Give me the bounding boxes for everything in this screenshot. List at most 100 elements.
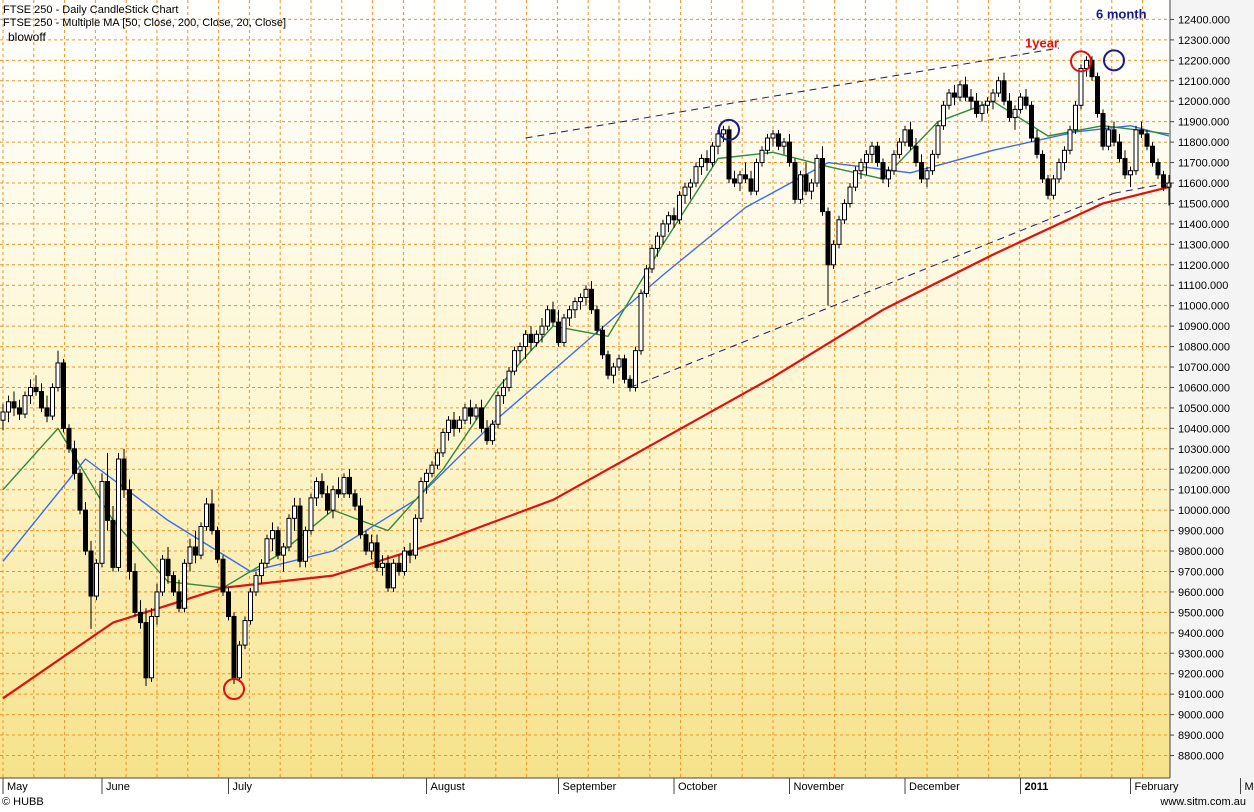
candle-body bbox=[583, 288, 589, 299]
candle bbox=[1100, 109, 1106, 151]
candle-body bbox=[1073, 104, 1078, 131]
candle-body bbox=[495, 395, 501, 425]
candle bbox=[165, 546, 171, 584]
candle bbox=[99, 473, 105, 568]
y-tick-label: 9600.000 bbox=[1178, 587, 1224, 599]
candle-body bbox=[974, 100, 979, 114]
candle-body bbox=[776, 133, 781, 147]
candle-body bbox=[864, 153, 869, 164]
ma-line bbox=[2, 100, 1170, 589]
candle bbox=[132, 563, 138, 617]
candle bbox=[567, 305, 572, 327]
candle bbox=[451, 412, 457, 437]
candle bbox=[281, 542, 286, 572]
candle-body bbox=[286, 517, 292, 548]
candle-body bbox=[578, 297, 583, 303]
candle-body bbox=[501, 386, 506, 397]
candle-body bbox=[6, 401, 11, 413]
candle-body bbox=[1012, 108, 1018, 119]
y-tick-label: 12100.000 bbox=[1178, 76, 1230, 88]
candle bbox=[539, 317, 545, 343]
candle bbox=[215, 526, 220, 564]
candle bbox=[495, 391, 501, 429]
candle-body bbox=[1155, 162, 1161, 176]
candle bbox=[743, 162, 748, 183]
candle bbox=[869, 142, 875, 163]
x-tick-label: September bbox=[563, 781, 617, 793]
candle bbox=[737, 170, 743, 192]
candle-body bbox=[363, 534, 369, 552]
candle bbox=[418, 477, 424, 523]
y-tick-label: 8900.000 bbox=[1178, 730, 1224, 742]
candle-body bbox=[836, 219, 842, 245]
candle bbox=[561, 313, 567, 347]
candle bbox=[88, 540, 94, 629]
candle bbox=[1040, 150, 1045, 183]
candle bbox=[105, 452, 110, 531]
candle-body bbox=[770, 133, 776, 139]
candle-body bbox=[1122, 157, 1128, 176]
candle bbox=[391, 559, 396, 592]
candle-body bbox=[160, 558, 165, 593]
candle-body bbox=[875, 145, 880, 164]
candle bbox=[330, 485, 336, 519]
candle-body bbox=[715, 133, 721, 147]
candle bbox=[413, 514, 418, 560]
candle bbox=[1051, 174, 1056, 200]
candle bbox=[473, 403, 479, 421]
candle-body bbox=[127, 489, 132, 572]
candle bbox=[248, 587, 253, 625]
candle bbox=[897, 138, 902, 159]
candle bbox=[1067, 125, 1073, 155]
candle-body bbox=[297, 505, 303, 562]
candle bbox=[1122, 150, 1128, 179]
candle-body bbox=[644, 268, 649, 294]
moving-averages bbox=[2, 100, 1170, 700]
y-tick-label: 11300.000 bbox=[1178, 239, 1229, 251]
x-tick-label: June bbox=[106, 781, 130, 793]
candle bbox=[94, 559, 99, 601]
annotations: 1year 6 month bbox=[223, 6, 1147, 701]
annotation-circle bbox=[223, 678, 245, 701]
candle-body bbox=[1117, 141, 1122, 159]
candle bbox=[875, 142, 880, 167]
annotation-label: 6 month bbox=[1096, 6, 1147, 21]
candle-body bbox=[165, 558, 171, 577]
candle-body bbox=[132, 570, 138, 613]
candle bbox=[1012, 105, 1018, 130]
candle-body bbox=[660, 223, 666, 237]
candle bbox=[754, 158, 759, 196]
candle bbox=[77, 469, 83, 515]
candle bbox=[715, 129, 721, 155]
candle bbox=[1155, 158, 1161, 179]
candle-body bbox=[248, 591, 253, 622]
candle-body bbox=[193, 546, 198, 556]
y-tick-label: 12200.000 bbox=[1178, 55, 1230, 67]
candle bbox=[512, 346, 517, 376]
candle-body bbox=[1001, 80, 1007, 102]
candle bbox=[578, 293, 583, 310]
candle bbox=[193, 530, 198, 564]
y-tick-label: 12300.000 bbox=[1178, 35, 1230, 47]
candle-body bbox=[418, 481, 424, 519]
candle bbox=[644, 264, 649, 298]
candle-body bbox=[215, 530, 220, 560]
candle bbox=[61, 358, 66, 433]
candle bbox=[297, 497, 303, 568]
candle-body bbox=[83, 509, 88, 552]
candle bbox=[176, 579, 182, 613]
candle-body bbox=[589, 288, 594, 311]
candle-body bbox=[792, 162, 798, 200]
candle bbox=[347, 469, 352, 498]
candle bbox=[517, 342, 523, 363]
candle bbox=[1089, 56, 1095, 81]
candle-body bbox=[352, 493, 358, 507]
y-tick-label: 10800.000 bbox=[1178, 342, 1230, 354]
candle bbox=[787, 133, 792, 167]
candle-body bbox=[743, 174, 748, 180]
candle bbox=[369, 534, 374, 560]
candle-body bbox=[44, 407, 50, 417]
candle-body bbox=[429, 464, 435, 474]
candle bbox=[952, 84, 957, 106]
candle bbox=[1139, 121, 1144, 139]
